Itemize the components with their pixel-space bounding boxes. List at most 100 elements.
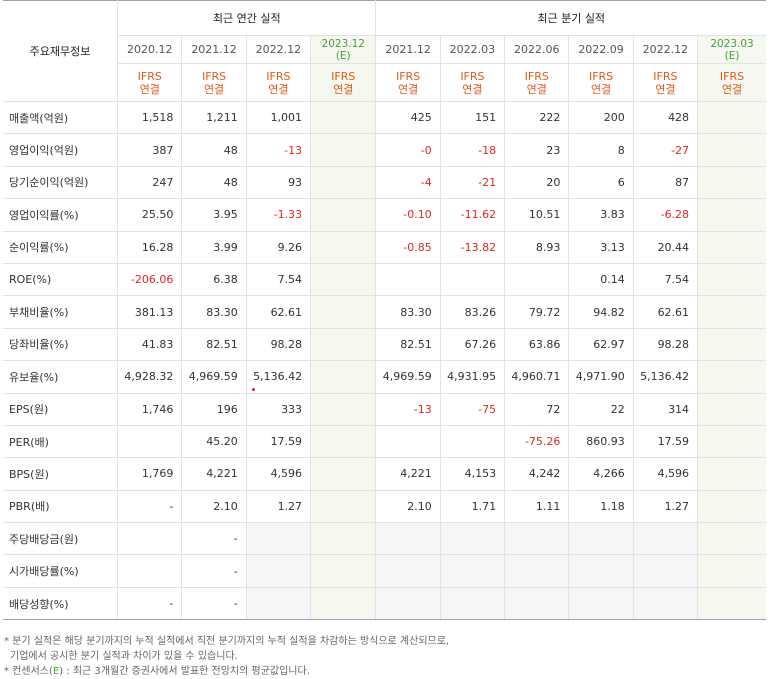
value-cell: 4,242 <box>504 457 570 491</box>
table-row: 주당배당금(원) - <box>3 522 766 556</box>
value-cell: 0.14 <box>568 262 634 297</box>
value-cell: 4,931.95 <box>439 360 506 394</box>
value-cell <box>504 522 570 556</box>
value-cell: 6 <box>568 165 634 200</box>
value-cell: 23 <box>504 133 570 167</box>
value-cell: 48 <box>181 133 247 167</box>
value-cell: 17.59 <box>245 424 312 459</box>
value-cell: 9.26 <box>245 230 312 264</box>
value-cell <box>504 262 570 297</box>
basis-scope: 연결 <box>268 82 289 96</box>
row-label: PER(배) <box>3 424 119 459</box>
value-cell <box>697 100 766 135</box>
value-cell <box>245 586 312 621</box>
row-label: ROE(%) <box>3 262 119 297</box>
value-cell: -1.33 <box>245 198 312 232</box>
value-cell: -206.06 <box>117 262 183 297</box>
basis-scope: 연결 <box>590 82 612 96</box>
footnote-quarterly-cont: 기업에서 공시한 분기 실적과 차이가 있을 수 있습니다. <box>10 651 238 663</box>
table-corner-label: 주요재무정보 <box>3 0 119 102</box>
row-label: 당기순이익(억원) <box>3 165 119 200</box>
accounting-basis: IFRS 연결 <box>504 63 570 102</box>
row-label: 부채비율(%) <box>3 295 119 329</box>
row-label: 순이익률(%) <box>3 230 119 264</box>
value-cell <box>439 424 506 459</box>
value-cell: 67.26 <box>439 327 506 362</box>
row-label: 주당배당금(원) <box>3 522 119 556</box>
value-cell: - <box>117 586 183 621</box>
row-label: 시가배당률(%) <box>3 554 119 588</box>
annual-period-2020.12: 2020.12 <box>117 35 183 64</box>
value-cell <box>568 554 634 588</box>
value-cell: 5,136.42 <box>245 360 312 394</box>
value-cell: 98.28 <box>245 327 312 362</box>
value-cell <box>310 198 377 232</box>
table-row: PBR(배) -2.10 1.27 2.10 1.71 1.11 1.18 1.27 <box>3 489 766 524</box>
value-cell: 7.54 <box>245 262 312 297</box>
row-label: 영업이익(억원) <box>3 133 119 167</box>
value-cell: 82.51 <box>375 327 441 362</box>
value-cell <box>310 133 377 167</box>
value-cell: -75.26 <box>504 424 570 459</box>
period-year: 2023.12 <box>321 37 365 50</box>
basis-standard: IFRS <box>137 69 162 83</box>
table-row: 영업이익(억원) 387 48 -13 -0 -18 23 8 -27 <box>3 133 766 167</box>
value-cell: 1,001 <box>245 100 312 135</box>
value-cell: 200 <box>568 100 634 135</box>
value-cell: -11.62 <box>439 198 506 232</box>
row-label: 유보율(%) <box>3 360 119 394</box>
row-label: 영업이익률(%) <box>3 198 119 232</box>
value-cell: 6.38 <box>181 262 247 297</box>
value-cell: 5,136.42 <box>632 360 699 394</box>
basis-standard: IFRS <box>719 69 745 83</box>
value-cell <box>568 586 634 621</box>
row-label: 당좌비율(%) <box>3 327 119 362</box>
value-cell: 83.30 <box>181 295 247 329</box>
period-year: 2023.03 <box>710 37 754 50</box>
table-row: 당기순이익(억원) 247 48 93 -4 -21 20 6 87 <box>3 165 766 200</box>
accounting-basis: IFRS 연결 <box>181 63 247 102</box>
value-cell: 4,596 <box>632 457 699 491</box>
value-cell <box>439 554 506 588</box>
value-cell: 16.28 <box>117 230 183 264</box>
value-cell: 4,969.59 <box>181 360 247 394</box>
value-cell <box>697 424 766 459</box>
value-cell <box>375 586 441 621</box>
accounting-basis: IFRS 연결 <box>568 63 634 102</box>
accounting-basis: IFRS 연결 <box>697 63 766 102</box>
basis-standard: IFRS <box>331 69 356 83</box>
basis-scope: 연결 <box>139 82 160 96</box>
value-cell: 22 <box>568 392 634 426</box>
value-cell <box>375 424 441 459</box>
value-cell: 93 <box>245 165 312 200</box>
value-cell <box>310 424 377 459</box>
basis-scope: 연결 <box>721 82 743 96</box>
annual-period-2021.12: 2021.12 <box>181 35 247 64</box>
value-cell: -0 <box>375 133 441 167</box>
value-cell: 20 <box>504 165 570 200</box>
basis-scope: 연결 <box>526 82 547 96</box>
value-cell: 1,769 <box>117 457 183 491</box>
value-cell: 82.51 <box>181 327 247 362</box>
value-cell: 4,266 <box>568 457 634 491</box>
value-cell <box>310 522 377 556</box>
table-row: ROE(%) -206.06 6.38 7.54 0.14 7.54 <box>3 262 766 297</box>
value-cell: 63.86 <box>504 327 570 362</box>
value-cell: 62.61 <box>245 295 312 329</box>
value-cell: 8.93 <box>504 230 570 264</box>
value-cell <box>245 554 312 588</box>
row-label: PBR(배) <box>3 489 119 524</box>
accounting-basis: IFRS 연결 <box>439 63 506 102</box>
value-cell <box>117 424 183 459</box>
value-cell: 1,211 <box>181 100 247 135</box>
quarter-period-2022.09: 2022.09 <box>568 35 634 64</box>
value-cell: 151 <box>439 100 506 135</box>
value-cell <box>310 327 377 362</box>
value-cell <box>632 586 699 621</box>
accounting-basis: IFRS 연결 <box>375 63 441 102</box>
value-cell <box>310 295 377 329</box>
value-cell <box>697 230 766 264</box>
value-cell <box>697 198 766 232</box>
basis-standard: IFRS <box>201 69 227 83</box>
table-row: 순이익률(%) 16.28 3.99 9.26 -0.85 -13.82 8.93 3.13 2… <box>3 230 766 264</box>
